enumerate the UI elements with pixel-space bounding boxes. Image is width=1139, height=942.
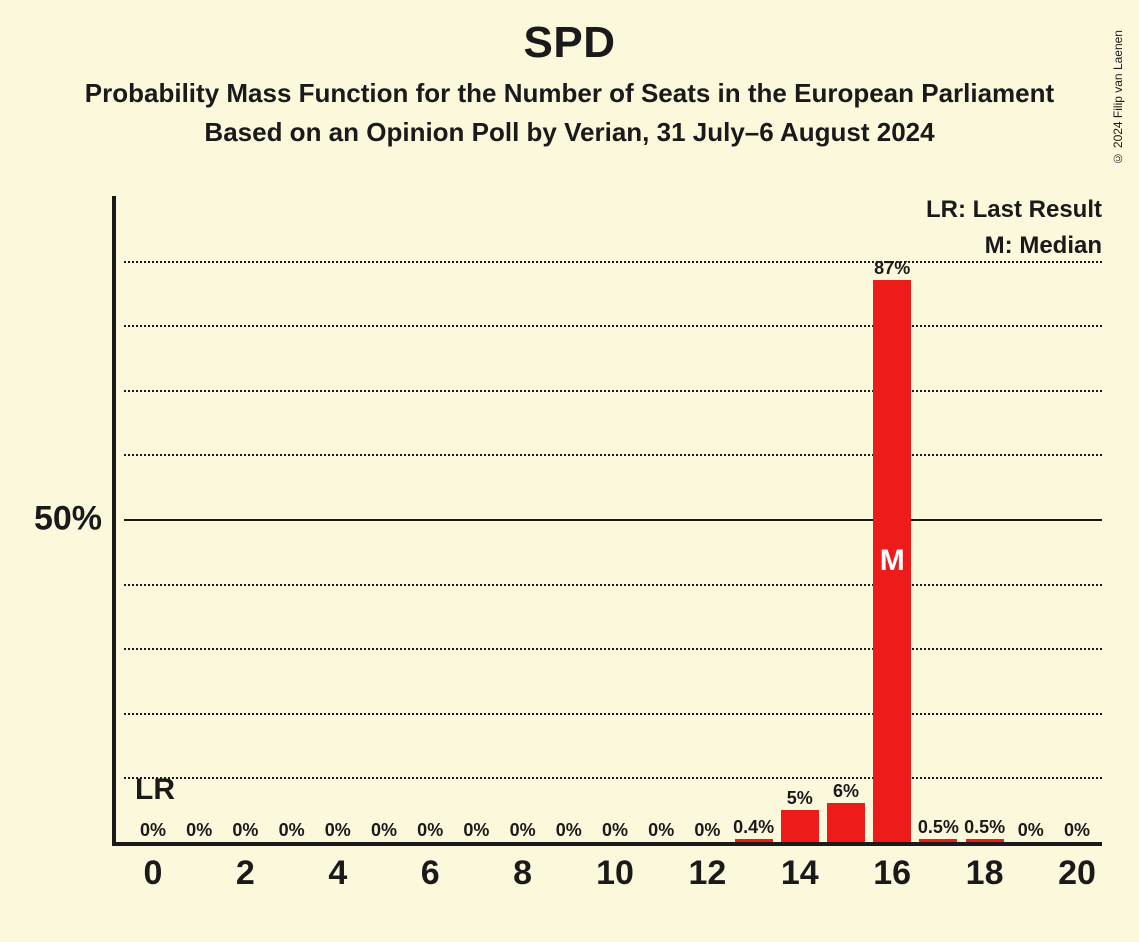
gridline — [124, 648, 1102, 650]
y-tick-label: 50% — [34, 500, 102, 539]
copyright-text: © 2024 Filip van Laenen — [1111, 30, 1125, 165]
x-tick-label: 16 — [873, 854, 911, 893]
bar-label: 0% — [510, 820, 536, 841]
gridline — [124, 519, 1102, 521]
bar-label: 6% — [833, 781, 859, 802]
bar — [827, 803, 865, 842]
bar-label: 0% — [694, 820, 720, 841]
bar-label: 0% — [602, 820, 628, 841]
gridline — [124, 325, 1102, 327]
chart-area: 50%0%0%0%0%0%0%0%0%0%0%0%0%0%0.4%5%6%M87… — [112, 196, 1102, 846]
bar-label: 0% — [556, 820, 582, 841]
gridline — [124, 777, 1102, 779]
legend-lr: LR: Last Result — [926, 192, 1102, 228]
legend-m: M: Median — [926, 228, 1102, 264]
chart-title: SPD — [0, 18, 1139, 68]
plot-region: 50%0%0%0%0%0%0%0%0%0%0%0%0%0%0.4%5%6%M87… — [112, 196, 1102, 846]
x-tick-label: 8 — [513, 854, 532, 893]
bar-label: 87% — [874, 258, 910, 279]
gridline — [124, 584, 1102, 586]
bar-label: 0% — [417, 820, 443, 841]
bar-label: 0% — [371, 820, 397, 841]
x-tick-label: 2 — [236, 854, 255, 893]
x-tick-label: 4 — [328, 854, 347, 893]
legend: LR: Last Result M: Median — [926, 192, 1102, 264]
bar — [735, 839, 773, 842]
bar-label: 0% — [279, 820, 305, 841]
bar-label: 0.5% — [964, 817, 1005, 838]
x-tick-label: 18 — [966, 854, 1004, 893]
bar-label: 0% — [232, 820, 258, 841]
bar — [919, 839, 957, 842]
x-tick-label: 20 — [1058, 854, 1096, 893]
x-tick-label: 6 — [421, 854, 440, 893]
chart-subtitle-1: Probability Mass Function for the Number… — [0, 78, 1139, 109]
x-tick-label: 10 — [596, 854, 634, 893]
gridline — [124, 454, 1102, 456]
bar-label: 0% — [1018, 820, 1044, 841]
bar-label: 0% — [463, 820, 489, 841]
bar-label: 0% — [325, 820, 351, 841]
bar-label: 0% — [140, 820, 166, 841]
bar-label: 0% — [1064, 820, 1090, 841]
x-axis — [112, 842, 1102, 846]
bar-label: 0% — [648, 820, 674, 841]
bar: M — [873, 280, 911, 842]
bar-label: 0.5% — [918, 817, 959, 838]
x-tick-label: 0 — [144, 854, 163, 893]
chart-subtitle-2: Based on an Opinion Poll by Verian, 31 J… — [0, 117, 1139, 148]
gridline — [124, 713, 1102, 715]
bar-label: 5% — [787, 788, 813, 809]
bar — [966, 839, 1004, 842]
y-axis — [112, 196, 116, 846]
lr-marker: LR — [135, 773, 175, 807]
median-marker: M — [880, 544, 905, 578]
bar-label: 0% — [186, 820, 212, 841]
bar-label: 0.4% — [733, 817, 774, 838]
bar — [781, 810, 819, 842]
x-tick-label: 12 — [688, 854, 726, 893]
gridline — [124, 390, 1102, 392]
x-tick-label: 14 — [781, 854, 819, 893]
